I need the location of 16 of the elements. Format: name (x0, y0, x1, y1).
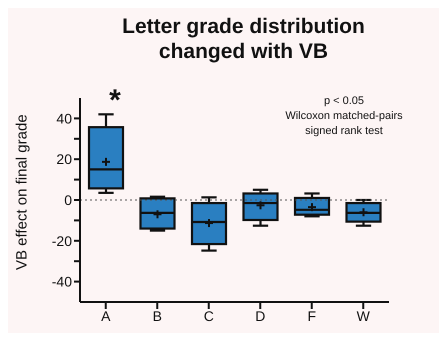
y-tick-label: -20 (52, 232, 72, 249)
annotation: p < 0.05 (322, 94, 366, 109)
x-tick-label: W (356, 308, 371, 324)
chart-title: Letter grade distribution changed with VB (121, 14, 366, 64)
y-tick-label: -40 (52, 274, 72, 290)
y-tick-label: 20 (56, 151, 72, 168)
y-tick-label: 0 (64, 192, 72, 208)
annotation: Wilcoxon matched-pairs signed rank test (284, 109, 404, 139)
annotation: * (108, 84, 122, 117)
x-tick-label: F (307, 308, 316, 324)
x-tick-label: D (255, 308, 266, 324)
x-tick-label: A (101, 308, 112, 324)
y-axis-title: VB effect on final grade (13, 114, 30, 270)
x-tick-label: C (204, 308, 214, 324)
y-tick-label: 40 (56, 110, 72, 126)
x-tick-label: B (152, 308, 162, 324)
